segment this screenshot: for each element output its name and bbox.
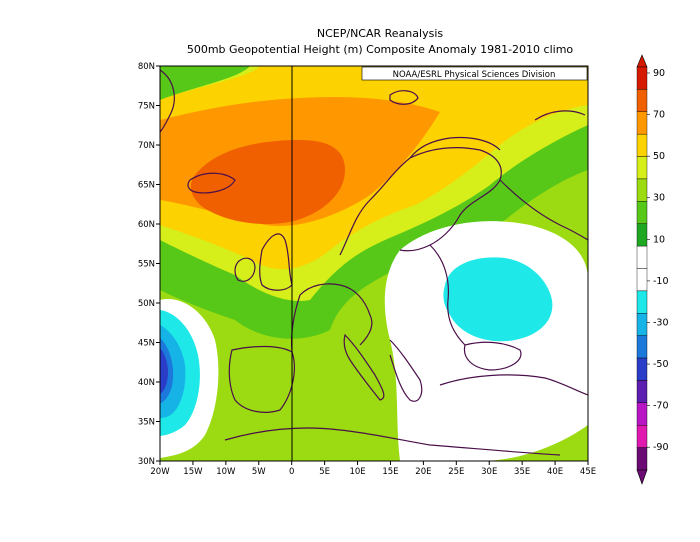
colorbar-label: 30 [653,193,665,204]
lon-label: 30E [481,467,497,477]
colorbar-label: -50 [653,359,669,370]
lat-label: 30N [138,457,155,467]
lat-label: 50N [138,299,155,309]
field-neutral-east [384,221,588,461]
lon-label: 25E [448,467,464,477]
lon-label: 5W [252,467,266,477]
colorbar-label: -10 [653,276,669,287]
credit-text: NOAA/ESRL Physical Sciences Division [393,70,556,80]
lat-label: 60N [138,220,155,230]
colorbar-label: -90 [653,442,669,453]
lon-label: 35E [514,467,530,477]
lat-label: 45N [138,339,155,349]
colorbar-segment [636,313,648,336]
latitude-axis: 80N 75N 70N 65N 60N 55N 50N 45N 40N 35N 30N [138,62,160,467]
colorbar-segment [636,335,648,359]
lon-label: 45E [580,467,596,477]
colorbar-segment [636,89,648,112]
credit-box [361,66,588,81]
colorbar-segment [636,447,648,471]
colorbar-label: -30 [653,317,669,328]
colorbar-label: 50 [653,151,665,162]
field-negative-west-50 [160,348,168,394]
colorbar-label: 70 [653,110,665,121]
lat-label: 40N [138,378,155,388]
lat-label: 70N [138,141,155,151]
colorbar-segment [636,133,648,157]
longitude-axis: 20W 15W 10W 5W 0 5E 10E 15E 20E 25E 30E 35E 40E 45E [150,461,596,477]
lat-label: 75N [138,102,155,112]
lon-label: 0 [289,467,294,477]
colorbar-segment [636,357,648,381]
lon-label: 10E [349,467,365,477]
colorbar-segment [636,425,648,448]
lon-label: 20E [415,467,431,477]
coastlines [160,69,588,456]
colorbar-top-arrow [636,54,648,68]
colorbar-segment [636,66,648,90]
colorbar-segment [636,156,648,180]
colorbar-segment [636,402,648,426]
lon-label: 40E [547,467,563,477]
colorbar-segment [636,268,648,292]
title-line-2: 500mb Geopotential Height (m) Composite … [186,43,574,56]
field-top-left-green [160,66,250,100]
lat-label: 80N [138,62,155,72]
lat-label: 35N [138,418,155,428]
colorbar-segment [636,111,648,135]
colorbar-label: -70 [653,401,669,412]
lon-label: 20W [150,467,170,477]
colorbar: 90 70 50 30 10 -10 -30 -50 -70 -90 [636,54,669,485]
lat-label: 65N [138,181,155,191]
colorbar-bottom-arrow [636,469,648,485]
colorbar-segment [636,290,648,314]
lon-label: 15W [183,467,203,477]
lon-label: 5E [319,467,330,477]
field-negative-east [443,257,553,342]
colorbar-segment [636,245,648,269]
colorbar-segment [636,380,648,404]
colorbar-segment [636,178,648,202]
lon-label: 10W [216,467,236,477]
colorbar-segment [636,223,648,247]
field-60-70 [190,140,345,225]
colorbar-label: 10 [653,234,665,245]
anomaly-field [160,66,588,461]
lon-label: 15E [382,467,398,477]
title-line-1: NCEP/NCAR Reanalysis [316,27,444,40]
colorbar-segment [636,201,648,224]
colorbar-label: 90 [653,68,665,79]
lat-label: 55N [138,260,155,270]
